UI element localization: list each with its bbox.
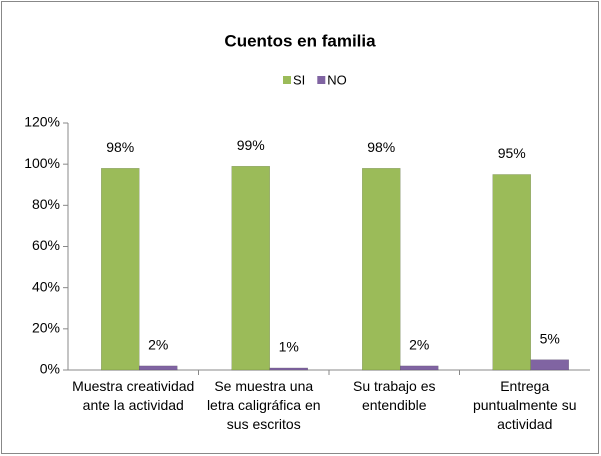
x-tick-label: Su trabajo es entendible	[353, 378, 436, 413]
data-label: 2%	[409, 337, 429, 353]
data-label: 98%	[106, 139, 134, 155]
data-label: 2%	[148, 337, 168, 353]
data-label: 98%	[367, 139, 395, 155]
legend-swatch	[283, 76, 291, 84]
bar	[530, 359, 569, 371]
x-tick-label: Entrega puntualmente su actividad	[472, 378, 577, 432]
x-tick-label: Muestra creatividad ante la actividad	[72, 378, 195, 413]
chart-title: Cuentos en familia	[224, 31, 376, 50]
data-label: 5%	[540, 330, 560, 346]
y-tick-label: 60%	[32, 237, 60, 253]
y-tick-label: 0%	[40, 361, 60, 377]
x-tick-label: Se muestra una letra caligráfica en sus …	[206, 378, 321, 432]
bar	[400, 365, 439, 371]
legend-swatch	[317, 76, 326, 84]
y-tick-label: 100%	[24, 155, 60, 171]
bar	[269, 367, 308, 371]
data-label: 95%	[498, 145, 526, 161]
bar	[101, 168, 140, 371]
y-tick-label: 20%	[32, 320, 60, 336]
y-tick-label: 40%	[32, 278, 60, 294]
legend-label: NO	[327, 72, 347, 87]
bar	[492, 174, 531, 371]
bar	[362, 168, 401, 371]
y-tick-label: 120%	[24, 114, 60, 130]
data-label: 1%	[279, 339, 299, 355]
data-label: 99%	[237, 137, 265, 153]
y-tick-label: 80%	[32, 196, 60, 212]
bar	[231, 165, 270, 371]
bar	[139, 365, 178, 371]
legend-label: SI	[293, 72, 305, 87]
